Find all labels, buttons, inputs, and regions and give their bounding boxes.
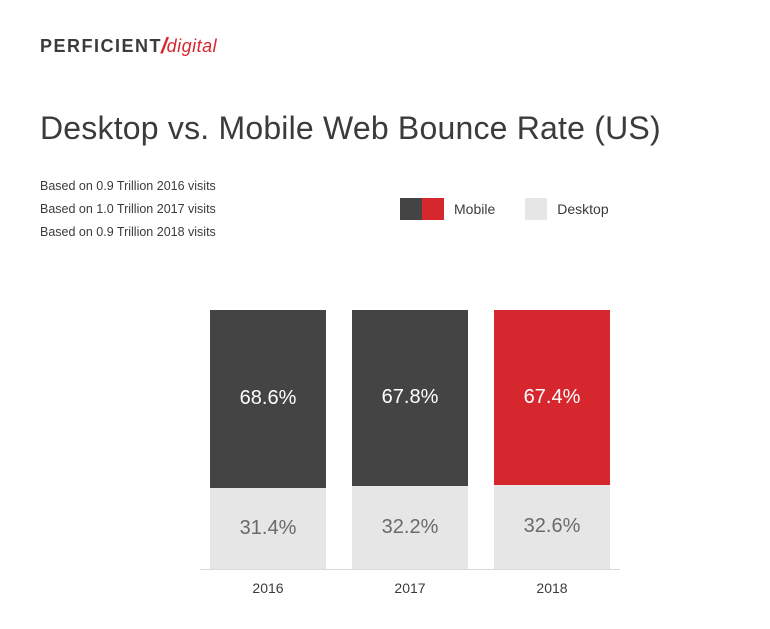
logo-part2: digital (167, 36, 218, 56)
bar-segment-desktop: 32.2% (352, 486, 468, 569)
x-axis-label: 2017 (352, 580, 468, 596)
footnote-line: Based on 0.9 Trillion 2016 visits (40, 175, 216, 198)
x-axis: 2016 2017 2018 (200, 580, 620, 596)
legend-label: Desktop (557, 201, 608, 217)
logo-slash: / (161, 33, 169, 58)
legend-swatch (422, 198, 444, 220)
legend-label: Mobile (454, 201, 495, 217)
legend-item-mobile: Mobile (400, 198, 495, 220)
bar-segment-mobile: 68.6% (210, 310, 326, 488)
stacked-bar-chart: 68.6% 31.4% 67.8% 32.2% 67.4% 32.6% (200, 310, 620, 570)
logo-part1: PERFICIENT (40, 36, 162, 56)
x-axis-label: 2018 (494, 580, 610, 596)
bar-2016: 68.6% 31.4% (210, 310, 326, 569)
x-axis-label: 2016 (210, 580, 326, 596)
bar-2017: 67.8% 32.2% (352, 310, 468, 569)
bar-segment-mobile: 67.4% (494, 310, 610, 485)
legend-swatch (400, 198, 422, 220)
chart-footnotes: Based on 0.9 Trillion 2016 visits Based … (40, 175, 216, 244)
brand-logo: PERFICIENT/digital (40, 32, 217, 58)
bar-segment-desktop: 32.6% (494, 485, 610, 569)
chart-title: Desktop vs. Mobile Web Bounce Rate (US) (40, 110, 661, 147)
legend-swatch-desktop (525, 198, 547, 220)
bar-2018: 67.4% 32.6% (494, 310, 610, 569)
bar-segment-desktop: 31.4% (210, 488, 326, 569)
bar-segment-mobile: 67.8% (352, 310, 468, 486)
legend-swatch-mobile (400, 198, 444, 220)
footnote-line: Based on 0.9 Trillion 2018 visits (40, 221, 216, 244)
chart-legend: Mobile Desktop (400, 198, 609, 220)
legend-item-desktop: Desktop (525, 198, 608, 220)
footnote-line: Based on 1.0 Trillion 2017 visits (40, 198, 216, 221)
